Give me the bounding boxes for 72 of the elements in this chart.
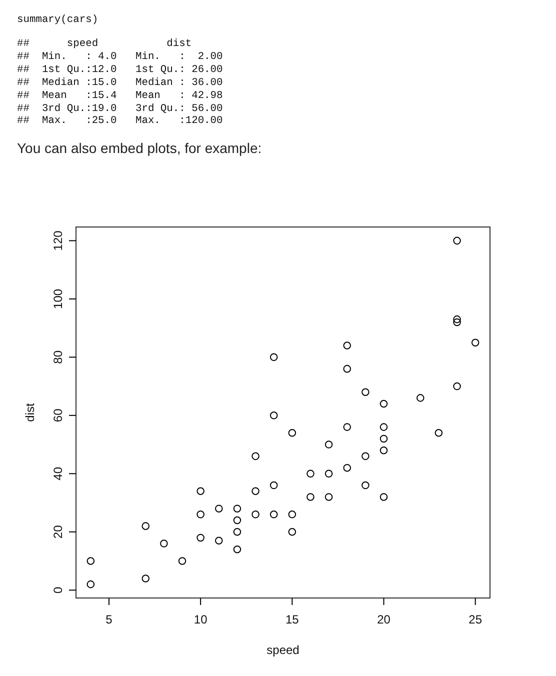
point [343, 464, 351, 472]
point [306, 493, 314, 501]
text: ## Min. : 4.0 Min. : 2.00 [17, 50, 223, 63]
point [196, 487, 204, 496]
point [233, 504, 242, 512]
point [270, 510, 278, 518]
text: ## Median :15.0 Median : 36.00 [17, 76, 223, 89]
x-axis-title: speed [266, 643, 300, 657]
y-tick-label: 120 [51, 230, 65, 251]
text: ## speed dist [17, 38, 192, 50]
point [362, 388, 370, 396]
x-tick-label: 10 [194, 612, 208, 627]
point [362, 452, 370, 460]
point [453, 236, 461, 245]
y-tick-label: 40 [51, 466, 65, 480]
point [324, 470, 333, 478]
text: ## Mean :15.4 Mean : 42.98 [17, 90, 223, 102]
point [343, 342, 351, 350]
y-axis-title: dist [23, 402, 37, 422]
y-tick-label: 60 [51, 408, 65, 422]
point [270, 481, 278, 490]
text: ## 1st Qu.:12.0 1st Qu.: 26.00 [17, 64, 223, 76]
y-tick-label: 0 [51, 586, 65, 594]
point [453, 318, 461, 326]
y-tick-label: 20 [51, 524, 65, 539]
point [380, 446, 388, 454]
point [343, 423, 351, 431]
point [252, 452, 260, 460]
point [252, 487, 260, 496]
point [233, 545, 242, 554]
point [86, 557, 95, 565]
point [416, 394, 424, 402]
point [160, 540, 168, 548]
point [288, 528, 296, 536]
x-tick-label: 20 [377, 612, 391, 627]
point [453, 382, 461, 390]
point [196, 534, 204, 542]
point [270, 353, 278, 362]
point [324, 440, 333, 448]
y-tick-label: 80 [51, 350, 65, 364]
point [362, 481, 370, 490]
point [288, 429, 296, 437]
point [471, 338, 480, 346]
point [178, 557, 186, 565]
x-tick-label: 25 [468, 612, 482, 627]
point [196, 510, 204, 518]
text: You can also embed plots, for example: [17, 140, 262, 156]
point [270, 412, 278, 420]
point [233, 516, 242, 524]
point [86, 580, 95, 588]
point [380, 434, 388, 443]
point [233, 528, 242, 536]
text: summary(cars) [17, 14, 98, 26]
text: ## Max. :25.0 Max. :120.00 [17, 115, 223, 128]
point [453, 315, 461, 324]
point [215, 504, 223, 512]
point [380, 493, 388, 501]
point [343, 364, 351, 373]
point [380, 423, 388, 431]
point [252, 510, 260, 518]
point [380, 400, 388, 408]
x-tick-label: 5 [106, 612, 113, 627]
y-tick-label: 100 [51, 288, 65, 309]
point [324, 493, 333, 501]
x-tick-label: 15 [285, 612, 300, 627]
point [142, 574, 150, 582]
point [142, 522, 150, 530]
point [306, 470, 314, 478]
point [288, 510, 296, 518]
point [434, 429, 443, 437]
text: ## 3rd Qu.:19.0 3rd Qu.: 56.00 [17, 102, 223, 114]
point [215, 536, 223, 545]
